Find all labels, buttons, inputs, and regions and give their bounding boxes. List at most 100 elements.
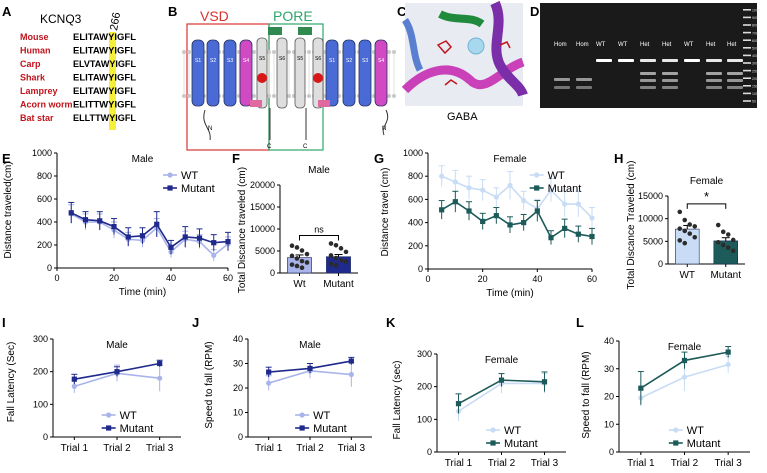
y-tick-label: 0 xyxy=(238,432,243,442)
y-tick-label: 15000 xyxy=(250,202,275,212)
helix-label: S6 xyxy=(315,56,321,62)
legend-label: Mutant xyxy=(548,183,582,195)
chart-title: Female xyxy=(668,342,702,353)
x-tick-label: Trial 1 xyxy=(627,458,655,469)
helix-right xyxy=(342,39,356,107)
lipid-head xyxy=(252,94,256,98)
x-tick-label: 20 xyxy=(478,274,488,284)
data-point xyxy=(125,234,131,240)
panel-letter-a: A xyxy=(2,4,12,19)
data-point xyxy=(289,243,295,249)
lane-label: WT xyxy=(596,42,606,48)
y-tick-label: 0 xyxy=(47,263,52,273)
gel-band xyxy=(662,72,678,75)
lipid-head xyxy=(287,94,291,98)
lipid-head xyxy=(267,94,271,98)
panel-c-structure: GABA xyxy=(401,0,528,123)
chart-title: Female xyxy=(485,355,519,366)
chart-k: 0 100 200 300 Trial 1 Trial 2 Trial 3 Female Fal… xyxy=(392,349,566,469)
data-point xyxy=(225,238,231,245)
chart-f: 0 5000 10000 15000 20000 Wt Mutant Male Total Di… xyxy=(237,165,358,293)
x-tick-label: Trial 3 xyxy=(146,443,174,454)
ladder-band xyxy=(743,31,751,34)
panel-letter-l: L xyxy=(576,315,584,330)
lane-label: WT xyxy=(684,42,694,48)
helix-label: S1 xyxy=(329,58,335,64)
data-point xyxy=(521,197,527,204)
chart-title: Male xyxy=(299,340,321,351)
gel-band xyxy=(727,72,743,75)
ladder-band xyxy=(743,9,751,11)
data-point xyxy=(328,241,334,246)
n-tail xyxy=(203,109,211,141)
ladder-label: 600 xyxy=(752,39,758,43)
data-point xyxy=(480,187,486,193)
data-point xyxy=(562,225,568,231)
data-point xyxy=(589,215,595,221)
panel-letter-d: D xyxy=(530,4,539,19)
species-name: Lamprey xyxy=(20,86,58,96)
ladder-label: 400 xyxy=(752,54,758,58)
legend-label: WT xyxy=(181,170,198,182)
data-point xyxy=(507,182,513,189)
x-tick-label: 20 xyxy=(109,273,119,283)
y-tick-label: 400 xyxy=(37,217,52,227)
helix-left xyxy=(223,39,237,107)
panel-d-gel: Hom Hom WT WT Het Het WT Het Het 1000 900 800 700 600… xyxy=(540,3,760,108)
gel-band xyxy=(640,59,656,62)
x-axis-label: Time (min) xyxy=(119,287,166,298)
chart-e: 0 200 400 600 800 1000 0 20 40 60 Male Time (min) Di… xyxy=(3,148,233,298)
bar xyxy=(675,228,700,265)
ladder-band xyxy=(743,69,751,72)
sequence: ELITAWYIGFL xyxy=(73,73,137,83)
x-tick-label: 40 xyxy=(166,273,176,283)
lane-label: Hom xyxy=(554,42,567,48)
y-tick-label: 15000 xyxy=(638,191,663,201)
gaba-label: GABA xyxy=(447,111,478,123)
ladder-band xyxy=(743,100,751,102)
data-point xyxy=(299,265,305,271)
panel-letter-j: J xyxy=(192,315,199,330)
gaba-molecule xyxy=(467,37,485,55)
lipid-head xyxy=(392,50,396,54)
lane-label: Het xyxy=(727,42,737,48)
gel-band xyxy=(662,86,678,89)
legend-label: Mutant xyxy=(504,438,538,450)
legend-marker xyxy=(534,172,540,178)
helix-label: S2 xyxy=(210,58,216,64)
residue-number: 266 xyxy=(108,11,123,31)
panel-letter-k: K xyxy=(386,315,396,330)
species-name: Carp xyxy=(20,59,41,69)
data-point xyxy=(333,242,339,248)
sequence: ELVTAWYIGFL xyxy=(73,59,136,69)
y-tick-label: 600 xyxy=(37,194,52,204)
ladder-band xyxy=(743,54,751,57)
data-point xyxy=(294,245,300,250)
helix-label: S5 xyxy=(259,56,265,62)
gel-band xyxy=(684,59,700,62)
ladder-band xyxy=(743,92,751,95)
x-tick-label: Trial 2 xyxy=(488,458,516,469)
y-tick-label: 800 xyxy=(408,171,423,181)
lipid-head xyxy=(307,94,311,98)
data-point xyxy=(348,358,354,364)
x-tick-label: 0 xyxy=(425,274,430,284)
legend-marker xyxy=(106,412,112,418)
ladder-label: 50 xyxy=(752,100,756,104)
n-tail xyxy=(382,109,389,136)
data-point xyxy=(211,240,217,246)
data-point xyxy=(692,234,698,240)
y-tick-label: 200 xyxy=(408,241,423,251)
data-point xyxy=(521,220,527,226)
lane-label: Het xyxy=(662,42,672,48)
x-tick-label: 40 xyxy=(532,274,542,284)
data-point xyxy=(692,224,698,229)
y-tick-label: 400 xyxy=(408,218,423,228)
y-tick-label: 5000 xyxy=(255,246,275,256)
lipid-head xyxy=(272,94,276,98)
data-point xyxy=(71,376,77,382)
pore-loop xyxy=(268,27,282,35)
lipid-head xyxy=(182,50,186,54)
y-tick-label: 30 xyxy=(233,359,243,369)
data-point xyxy=(687,222,693,227)
